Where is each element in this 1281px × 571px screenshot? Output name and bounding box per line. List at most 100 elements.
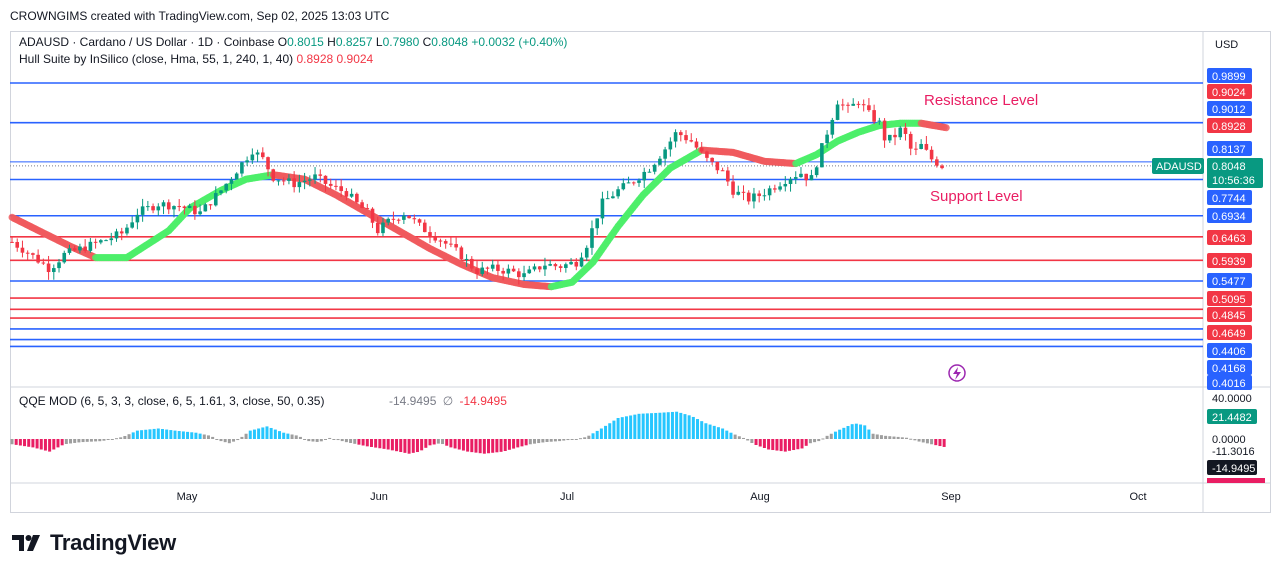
- candles: [10, 98, 944, 285]
- x-tick-label: May: [177, 491, 198, 503]
- qqe-bar: [194, 432, 198, 439]
- symbol-tag-text: ADAUSD: [1156, 161, 1202, 173]
- candle-body: [156, 206, 161, 211]
- qqe-bar: [896, 436, 900, 439]
- qqe-bar: [311, 439, 315, 442]
- candle-body: [323, 175, 328, 184]
- qqe-bar: [595, 430, 599, 439]
- x-tick-label: Jul: [560, 491, 574, 503]
- qqe-bar: [198, 433, 202, 439]
- candle-body: [783, 183, 788, 187]
- candle-body: [182, 206, 187, 209]
- price-label: 0.4845: [1207, 307, 1252, 322]
- x-tick-label: Oct: [1129, 491, 1146, 503]
- change-value: +0.0032 (+0.40%): [471, 35, 568, 49]
- x-tick-label: Jun: [370, 491, 388, 503]
- x-tick-label: Sep: [941, 491, 961, 503]
- qqe-bar: [248, 430, 252, 439]
- qqe-label-text: 21.4482: [1212, 412, 1252, 424]
- candle-body: [386, 218, 390, 223]
- candle-body: [396, 219, 401, 221]
- hull-ribbon: [8, 119, 950, 291]
- qqe-bar: [461, 439, 465, 451]
- candle-body: [25, 252, 30, 254]
- candle-body: [569, 262, 573, 265]
- qqe-bar: [77, 439, 81, 443]
- qqe-values: -14.9495 ∅ -14.9495: [389, 394, 507, 408]
- qqe-bar: [357, 439, 361, 445]
- price-label: 0.4649: [1207, 325, 1252, 340]
- qqe-bar: [202, 434, 206, 439]
- candle-body: [475, 268, 479, 274]
- qqe-bar: [608, 423, 612, 439]
- qqe-label-edge: [1207, 478, 1265, 483]
- candle-body: [652, 164, 657, 172]
- price-axis: 0.9899 0.9024 0.9012 0.8928 0.8137 0.8048 0.77…: [1207, 68, 1265, 483]
- candle-body: [454, 244, 458, 248]
- price-label-bg: [1207, 101, 1252, 116]
- qqe-bar: [884, 435, 888, 439]
- price-label-bg: [1207, 118, 1252, 133]
- candle-body: [193, 205, 197, 215]
- qqe-bar: [800, 439, 804, 449]
- candle-body: [935, 159, 939, 166]
- price-label-bg: [1207, 141, 1252, 156]
- qqe-bar: [900, 437, 904, 439]
- price-label-bg: [1207, 291, 1252, 306]
- qqe-bar: [624, 416, 628, 439]
- qqe-bar: [85, 439, 89, 442]
- candle-body: [611, 196, 615, 199]
- candle-body: [480, 267, 485, 274]
- qqe-bar: [871, 433, 875, 439]
- qqe-bar: [729, 432, 733, 439]
- tradingview-logo-icon: [12, 535, 40, 551]
- qqe-label-text: 0.0000: [1212, 434, 1246, 446]
- tradingview-logo[interactable]: TradingView: [12, 530, 176, 556]
- qqe-bar: [942, 439, 946, 447]
- qqe-bar: [169, 430, 173, 439]
- candle-body: [172, 206, 176, 210]
- qqe-bar: [244, 433, 248, 439]
- price-label: 0.7744: [1207, 190, 1252, 205]
- candle-body: [443, 241, 448, 244]
- qqe-bar: [930, 439, 934, 445]
- price-label-text: 0.5939: [1212, 256, 1246, 268]
- price-label-text: 0.9024: [1212, 87, 1246, 99]
- qqe-bar: [520, 439, 524, 447]
- price-label-bg: [1207, 343, 1252, 358]
- qqe-axis-label: 40.0000: [1212, 393, 1252, 405]
- candle-body: [31, 253, 35, 255]
- qqe-bar: [863, 425, 867, 439]
- qqe-bar: [265, 426, 269, 439]
- qqe-bar: [758, 439, 762, 447]
- qqe-bar: [424, 439, 428, 448]
- qqe-bar: [771, 439, 775, 451]
- qqe-bar: [537, 439, 541, 444]
- qqe-bar: [257, 428, 261, 439]
- candle-body: [41, 262, 46, 264]
- price-label-text: 0.5095: [1212, 294, 1246, 306]
- candle-body: [762, 195, 767, 197]
- price-label: 0.5477: [1207, 273, 1252, 288]
- candle-body: [663, 149, 667, 159]
- candle-body: [381, 222, 385, 234]
- qqe-bar: [633, 414, 637, 439]
- candle-body: [621, 183, 626, 190]
- candle-body: [72, 248, 77, 251]
- qqe-bar: [491, 439, 495, 453]
- qqe-bar: [905, 437, 909, 439]
- qqe-bar: [482, 439, 486, 454]
- price-label: 0.9024: [1207, 84, 1252, 99]
- qqe-bar: [583, 437, 587, 439]
- candle-body: [219, 190, 223, 194]
- candle-body: [867, 105, 871, 111]
- qqe-bar: [223, 439, 227, 443]
- price-label: 0.5939: [1207, 253, 1252, 268]
- candle-body: [438, 240, 443, 242]
- candle-body: [245, 160, 249, 163]
- candle-body: [574, 262, 579, 267]
- qqe-bar: [81, 439, 85, 443]
- qqe-bar: [324, 439, 327, 440]
- candle-body: [417, 219, 422, 223]
